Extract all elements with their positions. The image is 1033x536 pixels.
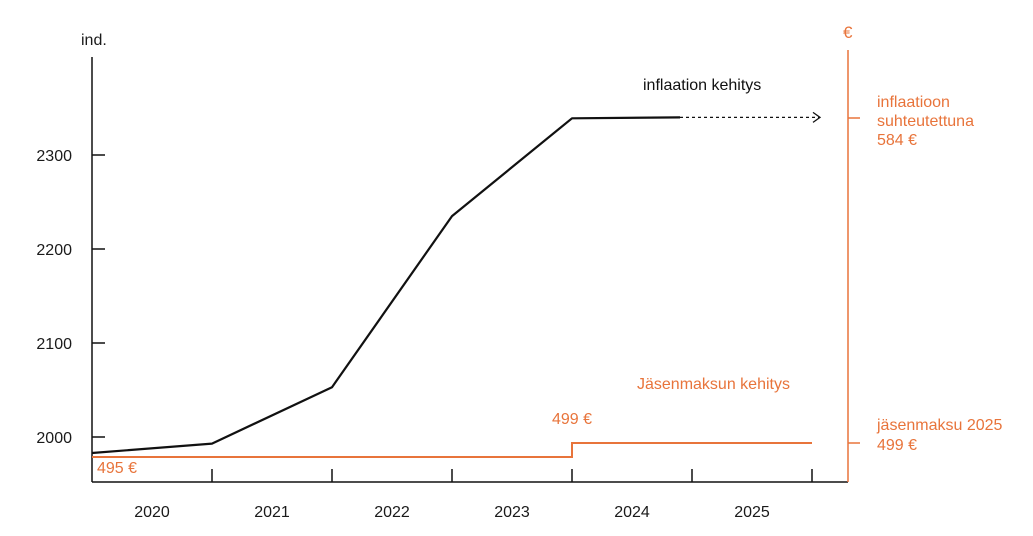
y-axis-ticks: 2000 2100 2200 2300 xyxy=(36,148,105,447)
x-axis-ticks: 2020 2021 2022 2023 2024 2025 xyxy=(134,469,813,521)
inflation-line xyxy=(91,116,681,455)
fee-step-line xyxy=(92,442,812,458)
right-inflation-label-line1: inflaatioon xyxy=(877,94,950,111)
right-fee-value: 499 € xyxy=(877,437,917,454)
fee-series-label: Jäsenmaksun kehitys xyxy=(637,376,790,393)
series-layer xyxy=(91,111,822,458)
fee-2024-label: 499 € xyxy=(552,411,592,428)
x-tick-label-2022: 2022 xyxy=(374,504,410,521)
right-inflation-value: 584 € xyxy=(877,132,917,149)
y-tick-label-2200: 2200 xyxy=(36,242,72,259)
x-tick-label-2020: 2020 xyxy=(134,504,170,521)
left-axis-label: ind. xyxy=(81,32,107,49)
right-axis-label: € xyxy=(843,23,853,42)
inflation-projection-arrowhead xyxy=(812,111,822,123)
inflation-series-label: inflaation kehitys xyxy=(643,77,761,94)
y-tick-label-2100: 2100 xyxy=(36,336,72,353)
y-tick-label-2300: 2300 xyxy=(36,148,72,165)
x-tick-label-2024: 2024 xyxy=(614,504,650,521)
y-tick-label-2000: 2000 xyxy=(36,430,72,447)
right-inflation-label-line2: suhteutettuna xyxy=(877,113,974,130)
fee-start-label: 495 € xyxy=(97,460,137,477)
x-tick-label-2021: 2021 xyxy=(254,504,290,521)
x-tick-label-2025: 2025 xyxy=(734,504,770,521)
x-tick-label-2023: 2023 xyxy=(494,504,530,521)
right-fee-label-line1: jäsenmaksu 2025 xyxy=(876,417,1003,434)
